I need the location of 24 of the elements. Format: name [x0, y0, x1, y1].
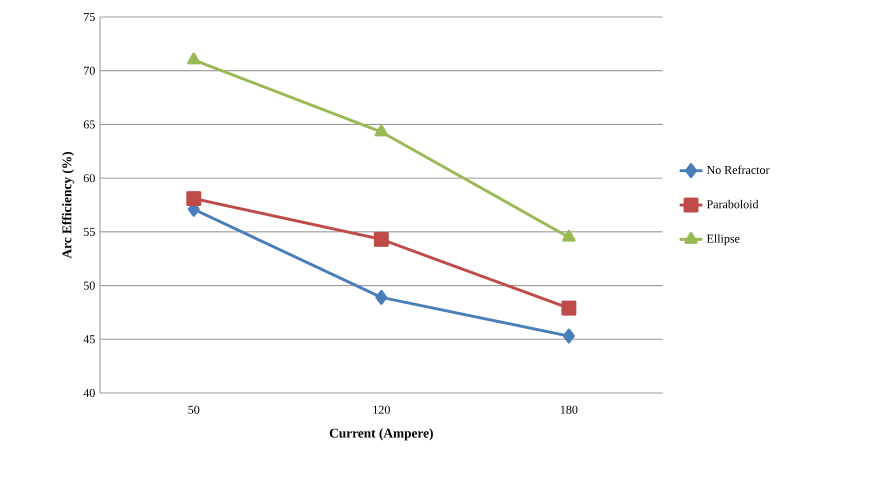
legend-label: Ellipse — [706, 234, 740, 246]
point — [374, 124, 388, 136]
x-axis-title: Current (Ampere) — [330, 428, 433, 440]
y-tick-label: 55 — [84, 228, 95, 236]
point — [374, 232, 389, 247]
x-tick-label: 120 — [373, 406, 390, 414]
point — [187, 52, 200, 64]
x-tick-label: 180 — [560, 406, 578, 414]
y-tick-label: 65 — [84, 120, 95, 128]
point — [375, 290, 388, 305]
point — [186, 191, 202, 206]
y-tick-label: 75 — [84, 13, 95, 21]
y-tick-label: 45 — [84, 335, 95, 344]
y-tick-label: 70 — [84, 66, 95, 75]
legend-label: No Refractor — [706, 165, 770, 174]
y-tick-label: 40 — [84, 388, 95, 398]
legend-label: Paraboloid — [706, 200, 758, 208]
point — [561, 300, 576, 316]
point — [562, 328, 575, 344]
y-tick-label: 50 — [84, 282, 95, 290]
x-tick-label: 50 — [188, 406, 200, 414]
y-axis-title: Arc Efficiency (%) — [62, 152, 74, 258]
point — [562, 230, 576, 242]
y-tick-label: 60 — [84, 174, 95, 182]
